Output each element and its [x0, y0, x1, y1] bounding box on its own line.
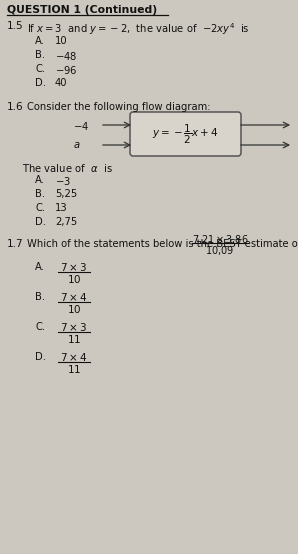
Text: $10{,}09$: $10{,}09$	[205, 244, 235, 257]
Text: 1.6: 1.6	[7, 102, 24, 112]
Text: $-3$: $-3$	[55, 175, 71, 187]
Text: D.: D.	[35, 78, 46, 88]
Text: 1.5: 1.5	[7, 21, 24, 31]
Text: 10: 10	[55, 36, 68, 46]
Text: $a$: $a$	[73, 140, 80, 150]
Text: $-96$: $-96$	[55, 64, 77, 76]
Text: D.: D.	[35, 352, 46, 362]
Text: A.: A.	[35, 175, 45, 185]
Text: C.: C.	[35, 64, 45, 74]
Text: 13: 13	[55, 203, 68, 213]
Text: $11$: $11$	[67, 363, 81, 375]
Text: C.: C.	[35, 203, 45, 213]
Text: B.: B.	[35, 50, 45, 60]
Text: Consider the following flow diagram:: Consider the following flow diagram:	[27, 102, 210, 112]
Text: $y = -\dfrac{1}{2}x + 4$: $y = -\dfrac{1}{2}x + 4$	[152, 122, 219, 146]
Text: $-48$: $-48$	[55, 50, 77, 62]
Text: $10$: $10$	[67, 273, 81, 285]
Text: QUESTION 1 (Continued): QUESTION 1 (Continued)	[7, 5, 157, 15]
Text: $7 \times 4$: $7 \times 4$	[60, 291, 88, 303]
Text: D.: D.	[35, 217, 46, 227]
Text: A.: A.	[35, 262, 45, 272]
Text: If $x = 3$  and $y = -2$,  the value of  $-2xy^4$  is: If $x = 3$ and $y = -2$, the value of $-…	[27, 21, 250, 37]
FancyBboxPatch shape	[130, 112, 241, 156]
Text: 40: 40	[55, 78, 68, 88]
Text: $-4$: $-4$	[73, 120, 89, 132]
Text: 5,25: 5,25	[55, 189, 77, 199]
Text: $7 \times 3$: $7 \times 3$	[60, 261, 88, 273]
Text: $11$: $11$	[67, 333, 81, 345]
Text: $7 \times 3$: $7 \times 3$	[60, 321, 88, 333]
Text: $7 \times 4$: $7 \times 4$	[60, 351, 88, 363]
Text: C.: C.	[35, 322, 45, 332]
Text: B.: B.	[35, 292, 45, 302]
Text: B.: B.	[35, 189, 45, 199]
Text: A.: A.	[35, 36, 45, 46]
Text: $10$: $10$	[67, 303, 81, 315]
Text: $7{,}21\times3{,}86$: $7{,}21\times3{,}86$	[192, 233, 248, 246]
Text: 1.7: 1.7	[7, 239, 24, 249]
Text: 2,75: 2,75	[55, 217, 77, 227]
Text: The value of  $\alpha$  is: The value of $\alpha$ is	[22, 162, 113, 174]
Text: Which of the statements below is the BEST estimate of: Which of the statements below is the BES…	[27, 239, 298, 249]
